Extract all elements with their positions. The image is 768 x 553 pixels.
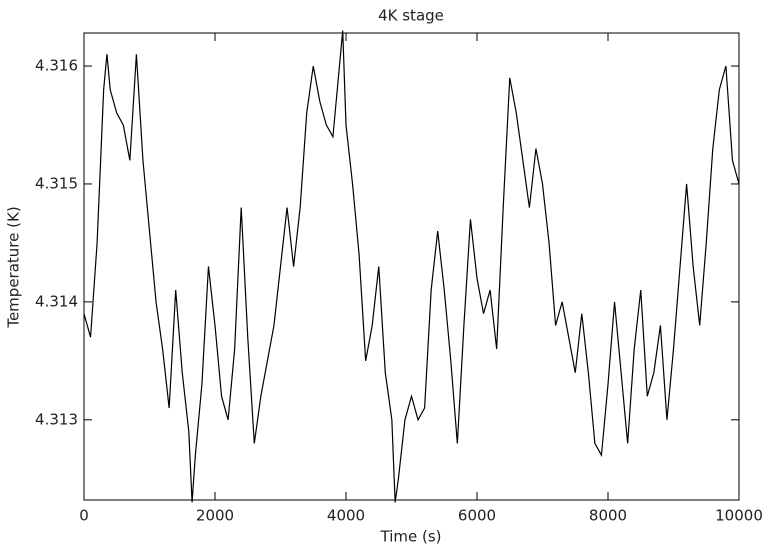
plot-frame (83, 32, 740, 501)
y-tick-label: 4.313 (35, 410, 78, 428)
y-tick-label: 4.315 (35, 174, 78, 192)
x-tick-label: 6000 (458, 507, 496, 525)
x-tick-label: 0 (79, 507, 89, 525)
y-axis-label: Temperature (K) (5, 206, 23, 328)
chart-title: 4K stage (378, 7, 444, 25)
y-tick-label: 4.316 (35, 57, 78, 75)
x-axis-label: Time (s) (380, 528, 442, 546)
x-tick-label: 8000 (589, 507, 627, 525)
y-tick-label: 4.314 (35, 292, 78, 310)
x-tick-label: 2000 (196, 507, 234, 525)
x-tick-label: 10000 (715, 507, 763, 525)
data-line (83, 30, 740, 503)
x-tick-label: 4000 (327, 507, 365, 525)
